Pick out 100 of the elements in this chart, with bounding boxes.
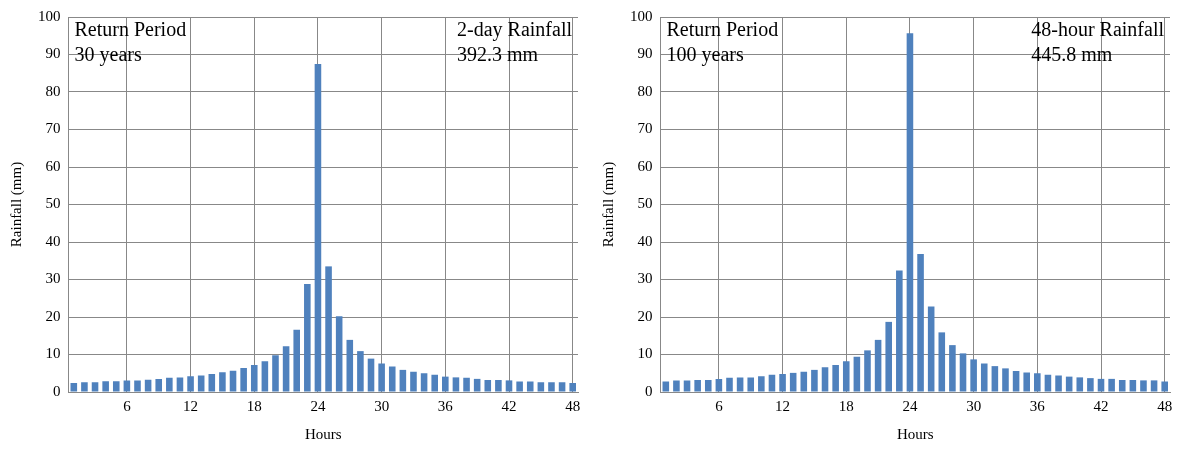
bar [874,339,882,392]
x-tick-label: 18 [246,397,262,414]
bar [959,353,967,392]
bar [367,358,375,392]
y-tick-label: 90 [45,45,61,62]
bar [991,366,999,392]
bar [662,381,670,392]
y-tick-label: 40 [45,232,61,249]
bar [1140,380,1147,392]
bar [558,382,566,392]
y-axis-title: Rainfall (mm) [7,161,25,248]
x-tick-label: 12 [775,397,791,414]
bar [800,371,808,392]
bar [821,367,829,392]
bar [357,351,364,392]
bar [789,372,797,392]
x-axis-title: Hours [304,425,342,442]
x-tick-label: 42 [501,397,517,414]
bar [673,380,680,392]
y-tick-label: 10 [45,345,61,362]
bar [81,382,88,392]
bar [970,359,977,392]
annotation: Return Period 100 years [666,18,779,67]
bar [906,33,914,392]
bar [938,332,946,392]
bar [927,306,935,392]
bar [1002,368,1009,392]
bar [187,376,194,392]
bar [779,374,786,392]
bar [378,363,385,392]
bar [335,316,343,392]
bar [282,346,290,392]
bar [261,361,269,392]
y-tick-label: 10 [637,345,653,362]
bar [694,380,701,392]
bar [1129,380,1137,392]
bar [388,366,396,392]
x-tick-label: 18 [838,397,854,414]
bar [431,374,438,392]
bar [768,374,776,392]
bar [144,379,152,392]
bar [1076,377,1084,392]
bar [1034,373,1041,392]
bar [442,376,449,392]
y-tick-label: 0 [645,382,653,399]
bar [134,380,141,392]
x-tick-label: 24 [902,397,918,414]
bar [293,329,300,392]
bar [1012,371,1020,392]
x-tick-label: 6 [715,397,724,414]
y-tick-label: 40 [637,232,653,249]
y-tick-label: 70 [45,120,61,137]
bar [1044,374,1052,392]
bar [569,383,576,392]
bar [1118,380,1126,392]
x-tick-label: 36 [1029,397,1046,414]
annotation: Return Period 30 years [74,18,187,67]
bar [715,378,723,392]
bar [314,63,322,392]
x-tick-label: 48 [1157,397,1173,414]
x-tick-label: 36 [437,397,454,414]
bar [704,380,712,392]
bar [463,377,470,392]
y-axis-title: Rainfall (mm) [599,161,617,248]
bar [176,377,184,392]
annotation: 2-day Rainfall 392.3 mm [457,18,573,66]
y-tick-label: 90 [637,45,653,62]
bar [219,372,226,392]
bar [853,356,861,392]
bar [1055,375,1062,392]
bar [1150,380,1158,392]
bar [197,375,205,392]
x-tick-label: 42 [1093,397,1109,414]
bar [484,380,492,392]
x-tick-label: 24 [310,397,326,414]
bar [346,339,354,392]
bar [842,361,850,392]
bar [325,266,332,392]
y-tick-label: 20 [45,307,61,324]
bar [112,381,120,392]
y-tick-label: 80 [637,82,653,99]
bar [864,350,871,392]
annotation: 48-hour Rainfall 445.8 mm [1031,18,1165,66]
y-tick-label: 100 [38,7,61,24]
x-tick-label: 12 [183,397,199,414]
y-tick-label: 60 [637,157,653,174]
y-tick-label: 20 [637,307,653,324]
bar [410,371,417,392]
bar [304,284,311,392]
bar [516,381,523,392]
bar [885,321,892,392]
bar [452,377,460,392]
y-tick-label: 50 [45,195,61,212]
bar [758,376,765,392]
y-tick-label: 70 [637,120,653,137]
bar [420,373,428,392]
bar [208,374,216,392]
bar [811,369,818,392]
bar [1065,376,1073,392]
bar [736,377,744,392]
